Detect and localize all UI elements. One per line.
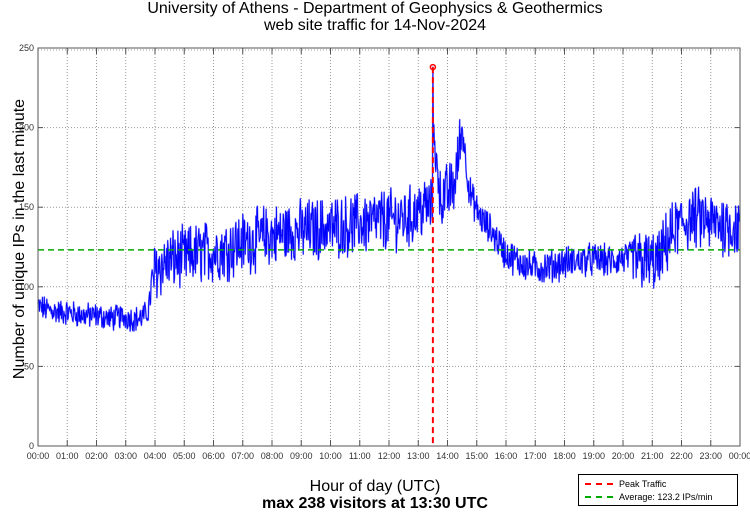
x-tick-label: 12:00 (378, 451, 401, 461)
y-tick-label: 250 (19, 43, 34, 53)
legend-swatch-peak (585, 483, 613, 485)
plot-frame (37, 47, 741, 447)
chart-title: University of Athens - Department of Geo… (147, 0, 603, 17)
y-tick-label: 50 (24, 361, 34, 371)
x-tick-label: 17:00 (524, 451, 547, 461)
legend-entry-average: Average: 123.2 IPs/min (585, 491, 712, 503)
x-tick-label: 22:00 (670, 451, 693, 461)
x-tick-label: 07:00 (231, 451, 254, 461)
chart-subtitle: web site traffic for 14-Nov-2024 (263, 17, 487, 34)
legend-label-peak: Peak Traffic (619, 479, 667, 489)
x-tick-label: 18:00 (553, 451, 576, 461)
legend-swatch-average (585, 496, 613, 498)
x-tick-label: 06:00 (202, 451, 225, 461)
x-tick-label: 20:00 (612, 451, 635, 461)
x-tick-label: 00:00 (729, 451, 750, 461)
x-tick-label: 08:00 (261, 451, 284, 461)
legend-entry-peak: Peak Traffic (585, 478, 666, 490)
x-tick-label: 10:00 (319, 451, 342, 461)
x-tick-label: 21:00 (641, 451, 664, 461)
y-tick-label: 150 (19, 202, 34, 212)
y-axis-label: Number of unique IPs in the last minute (11, 98, 28, 380)
legend: Peak Traffic Average: 123.2 IPs/min (578, 474, 738, 506)
y-tick-label: 0 (29, 441, 34, 451)
x-tick-label: 13:00 (407, 451, 430, 461)
y-tick-label: 100 (19, 282, 34, 292)
x-tick-label: 16:00 (495, 451, 518, 461)
x-tick-label: 00:00 (27, 451, 50, 461)
x-tick-label: 09:00 (290, 451, 313, 461)
x-tick-label: 19:00 (582, 451, 605, 461)
x-axis-label: Hour of day (UTC) (309, 478, 441, 495)
x-tick-label: 15:00 (465, 451, 488, 461)
x-tick-label: 11:00 (349, 451, 371, 461)
x-tick-label: 23:00 (699, 451, 722, 461)
x-axis-ticks: 00:00 01:00 02:00 03:00 04:00 05:00 06:00 07:00… (27, 48, 750, 461)
x-tick-label: 05:00 (173, 451, 196, 461)
legend-label-average: Average: 123.2 IPs/min (619, 492, 713, 502)
y-tick-label: 200 (19, 123, 34, 133)
x-tick-label: 03:00 (114, 451, 137, 461)
series-line (37, 67, 740, 332)
peak-marker (429, 63, 437, 71)
series-traffic (37, 66, 741, 333)
peak-summary: max 238 visitors at 13:30 UTC (262, 495, 488, 512)
x-tick-label: 04:00 (144, 451, 167, 461)
x-tick-label: 14:00 (436, 451, 459, 461)
x-tick-label: 01:00 (56, 451, 79, 461)
x-tick-label: 02:00 (85, 451, 108, 461)
